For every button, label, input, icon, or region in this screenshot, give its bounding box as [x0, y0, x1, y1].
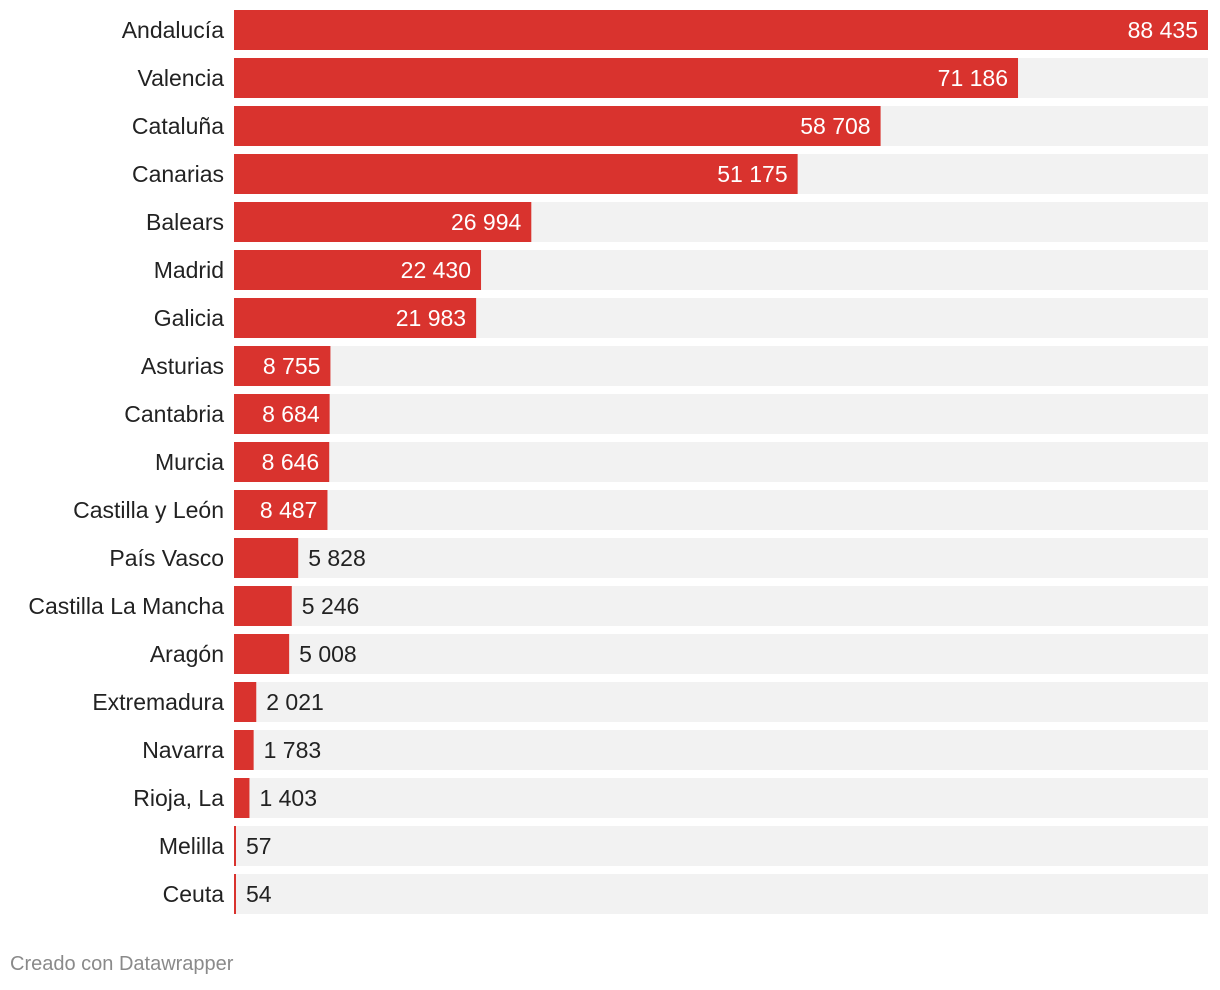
- bar-track: [234, 682, 1208, 722]
- category-label: Cataluña: [132, 113, 224, 139]
- bar-row: Asturias 8 755: [141, 346, 1208, 386]
- bar-row: Melilla 57: [159, 826, 1208, 866]
- bar: [234, 10, 1208, 50]
- bar-row: Murcia 8 646: [155, 442, 1208, 482]
- value-label: 26 994: [451, 209, 522, 235]
- value-label: 1 403: [259, 785, 317, 811]
- bar: [234, 58, 1019, 98]
- bar: [234, 346, 331, 386]
- bar: [234, 490, 328, 530]
- bar-row: Castilla y León 8 487: [73, 490, 1208, 530]
- bar-row: Extremadura 2 021: [92, 682, 1208, 722]
- category-label: Cantabria: [124, 401, 224, 427]
- bar-row: Ceuta 54: [163, 874, 1208, 914]
- bar: [234, 778, 250, 818]
- value-label: 22 430: [401, 257, 471, 283]
- bar: [234, 202, 532, 242]
- bar: [234, 250, 482, 290]
- bar-track: [234, 538, 1208, 578]
- category-label: Murcia: [155, 449, 224, 475]
- bar: [234, 682, 257, 722]
- bar-row: Cantabria 8 684: [124, 394, 1208, 434]
- bar-row: Andalucía 88 435: [122, 10, 1208, 50]
- value-label: 88 435: [1128, 17, 1198, 43]
- bar: [234, 442, 330, 482]
- bar-track: [234, 586, 1208, 626]
- bar-track: [234, 394, 1208, 434]
- value-label: 8 646: [262, 449, 320, 475]
- bar: [234, 826, 236, 866]
- bar-row: Valencia 71 186: [137, 58, 1208, 98]
- value-label: 58 708: [800, 113, 870, 139]
- bar: [234, 874, 236, 914]
- bar-row: Rioja, La 1 403: [133, 778, 1208, 818]
- value-label: 5 828: [308, 545, 366, 571]
- value-label: 51 175: [717, 161, 787, 187]
- category-label: Extremadura: [92, 689, 224, 715]
- category-label: Valencia: [137, 65, 224, 91]
- bar: [234, 634, 290, 674]
- bar-track: [234, 634, 1208, 674]
- value-label: 8 755: [263, 353, 321, 379]
- category-label: Castilla y León: [73, 497, 224, 523]
- category-label: Aragón: [150, 641, 224, 667]
- category-label: Galicia: [154, 305, 225, 331]
- category-label: Castilla La Mancha: [28, 593, 224, 619]
- category-label: Andalucía: [122, 17, 225, 43]
- bar: [234, 538, 299, 578]
- bar: [234, 154, 798, 194]
- bar-row: Castilla La Mancha 5 246: [28, 586, 1208, 626]
- bar-row: Cataluña 58 708: [132, 106, 1208, 146]
- bar-row: Aragón 5 008: [150, 634, 1208, 674]
- bar-row: Balears 26 994: [146, 202, 1208, 242]
- value-label: 1 783: [264, 737, 322, 763]
- category-label: Madrid: [154, 257, 224, 283]
- value-label: 54: [246, 881, 272, 907]
- bar-track: [234, 730, 1208, 770]
- bar: [234, 106, 881, 146]
- category-label: Canarias: [132, 161, 224, 187]
- bar-track: [234, 826, 1208, 866]
- value-label: 8 487: [260, 497, 318, 523]
- category-label: Navarra: [142, 737, 224, 763]
- bar-track: [234, 442, 1208, 482]
- bar-track: [234, 490, 1208, 530]
- bar: [234, 730, 254, 770]
- credit-footer: Creado con Datawrapper: [10, 953, 234, 975]
- value-label: 71 186: [938, 65, 1008, 91]
- bar-row: Madrid 22 430: [154, 250, 1208, 290]
- bar-track: [234, 346, 1208, 386]
- bar-row: Canarias 51 175: [132, 154, 1208, 194]
- bar-chart: Andalucía 88 435 Valencia 71 186 Cataluña 58 …: [28, 10, 1208, 914]
- bar: [234, 586, 292, 626]
- bar-track: [234, 778, 1208, 818]
- bar-row: Galicia 21 983: [154, 298, 1208, 338]
- bar-row: País Vasco 5 828: [109, 538, 1208, 578]
- value-label: 2 021: [266, 689, 324, 715]
- category-label: Rioja, La: [133, 785, 224, 811]
- value-label: 21 983: [396, 305, 466, 331]
- bar: [234, 394, 330, 434]
- value-label: 8 684: [262, 401, 320, 427]
- value-label: 5 008: [299, 641, 357, 667]
- category-label: Melilla: [159, 833, 224, 859]
- category-label: Balears: [146, 209, 224, 235]
- value-label: 57: [246, 833, 272, 859]
- bar: [234, 298, 477, 338]
- category-label: Ceuta: [163, 881, 225, 907]
- value-label: 5 246: [302, 593, 360, 619]
- bar-track: [234, 874, 1208, 914]
- bar-row: Navarra 1 783: [142, 730, 1208, 770]
- category-label: Asturias: [141, 353, 224, 379]
- category-label: País Vasco: [109, 545, 224, 571]
